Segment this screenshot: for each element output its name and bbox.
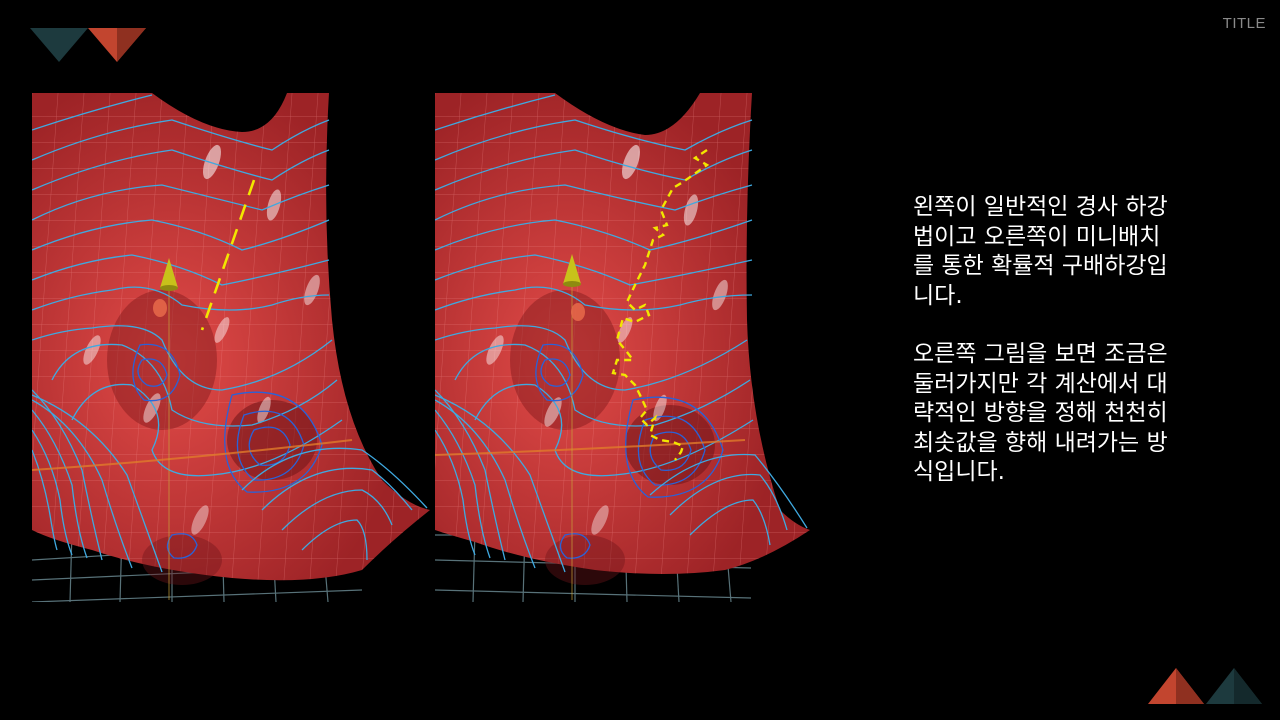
contour-lines bbox=[32, 94, 428, 573]
loss-surface-plot-left bbox=[32, 93, 430, 602]
slide-description: 왼쪽이 일반적인 경사 하강 법이고 오른쪽이 미니배치 를 통한 확률적 구배… bbox=[913, 193, 1213, 517]
loss-surface-plot-right bbox=[435, 93, 810, 602]
minibatch-sgd-surface bbox=[435, 90, 835, 602]
descent-path bbox=[611, 149, 710, 461]
description-paragraph-2: 오른쪽 그림을 보면 조금은 둘러가지만 각 계산에서 대 략적인 방향을 정해… bbox=[913, 341, 1168, 485]
description-paragraph-1: 왼쪽이 일반적인 경사 하강 법이고 오른쪽이 미니배치 를 통한 확률적 구배… bbox=[913, 194, 1168, 309]
decorative-triangles-bottom-right bbox=[1148, 668, 1262, 704]
start-point-marker bbox=[153, 258, 178, 600]
start-point-marker bbox=[563, 254, 585, 600]
decorative-triangles-top-left bbox=[30, 28, 146, 62]
descent-path bbox=[200, 179, 256, 331]
corner-title: TITLE bbox=[1222, 15, 1266, 32]
gradient-descent-surface bbox=[32, 90, 432, 602]
